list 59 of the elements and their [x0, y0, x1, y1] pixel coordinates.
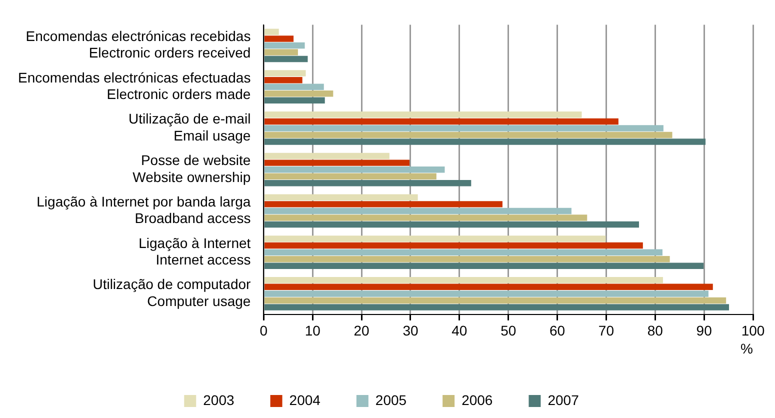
bar [264, 297, 726, 304]
bar [264, 84, 324, 90]
x-axis-title: % [740, 340, 753, 356]
bar [264, 290, 708, 297]
y-tick-label: Posse de website Website ownership [132, 152, 251, 185]
legend-label: 2005 [375, 392, 407, 408]
bar [264, 160, 410, 166]
x-tick-label: 20 [354, 322, 370, 339]
bar [264, 201, 502, 208]
bar [264, 262, 704, 270]
bar [264, 125, 664, 132]
y-tick-label: Utilização de computador Computer usage [92, 276, 252, 309]
bar [264, 97, 325, 104]
y-tick-label: Ligação à Internet por banda larga Broadband access [36, 193, 251, 226]
bar [264, 256, 670, 262]
y-tick-label: Encomendas electrónicas recebidas Electronic orders received [26, 28, 251, 61]
bar [264, 28, 279, 36]
bar [264, 90, 334, 97]
bar [264, 112, 582, 118]
x-tick-label: 40 [452, 322, 468, 339]
bar [264, 36, 294, 42]
x-tick-label: 50 [500, 322, 516, 339]
bar [264, 194, 418, 201]
bar [264, 118, 618, 125]
bar [264, 249, 662, 256]
y-tick-label: Encomendas electrónicas efectuadas Electronic orders made [18, 69, 251, 102]
x-tick-label: 10 [304, 322, 321, 339]
bar [264, 173, 436, 180]
bar [264, 214, 588, 221]
bar [264, 242, 643, 249]
bar [264, 138, 706, 145]
x-tick-label: 30 [402, 322, 418, 339]
y-tick-label: Utilização de e-mail Email usage [128, 110, 251, 144]
bar [264, 49, 298, 56]
bar [264, 132, 672, 138]
x-tick-label: 90 [696, 322, 712, 339]
bar [264, 284, 713, 290]
bar [264, 166, 445, 173]
legend-label: 2003 [203, 392, 234, 408]
bar [264, 180, 472, 186]
bar [264, 56, 308, 62]
bar [264, 70, 306, 76]
legend-label: 2007 [548, 392, 580, 408]
bar [264, 304, 730, 310]
legend-label: 2004 [289, 392, 321, 408]
x-tick-label: 70 [598, 322, 614, 339]
x-tick-label: 60 [549, 322, 566, 339]
x-tick-label: 100 [741, 322, 765, 339]
bar [264, 277, 663, 284]
legend-label: 2006 [462, 392, 493, 408]
bar [264, 236, 606, 242]
bar [264, 76, 302, 84]
bar [264, 208, 572, 214]
bar [264, 42, 305, 49]
x-tick-label: 80 [647, 322, 664, 339]
bar [264, 152, 390, 160]
x-tick-label: 0 [260, 322, 268, 339]
bar [264, 221, 639, 228]
y-tick-label: Ligação à Internet Internet access [138, 234, 251, 268]
